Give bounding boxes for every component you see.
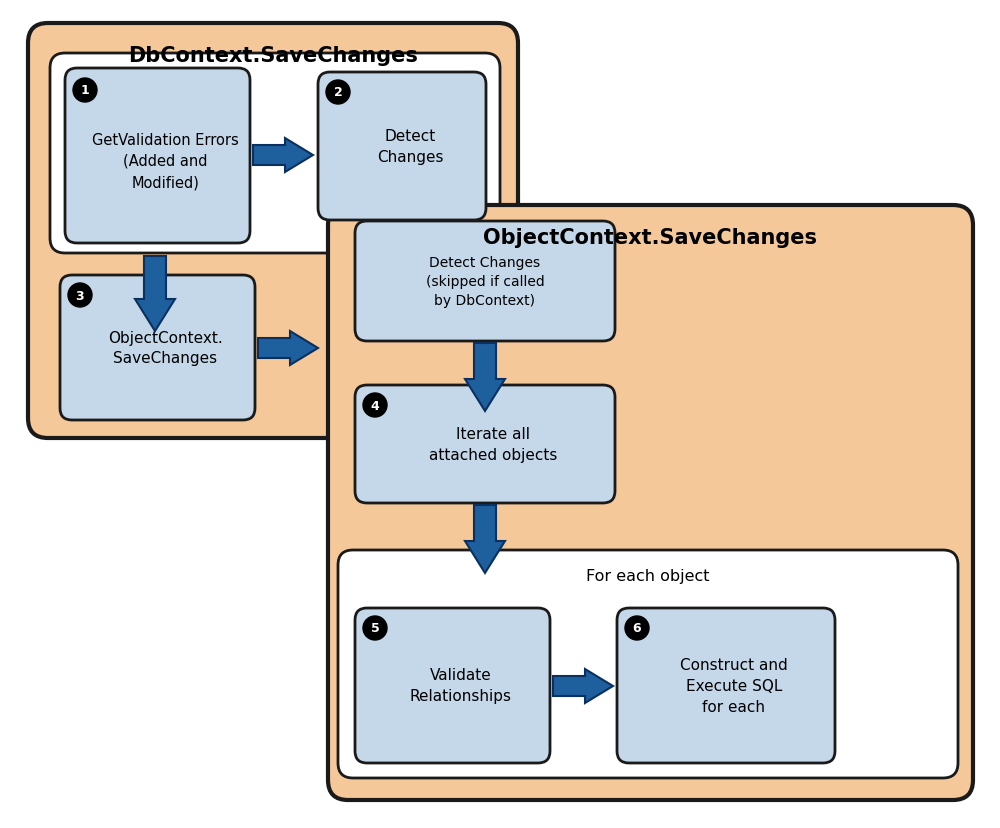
FancyBboxPatch shape <box>355 222 615 342</box>
Polygon shape <box>258 331 318 365</box>
FancyBboxPatch shape <box>60 276 255 421</box>
Polygon shape <box>253 139 313 173</box>
Polygon shape <box>553 669 613 703</box>
Text: GetValidation Errors
(Added and
Modified): GetValidation Errors (Added and Modified… <box>92 132 239 190</box>
FancyBboxPatch shape <box>355 609 550 763</box>
Text: 4: 4 <box>371 399 379 412</box>
Text: 1: 1 <box>81 84 89 98</box>
Text: 5: 5 <box>371 622 379 635</box>
Text: Iterate all
attached objects: Iterate all attached objects <box>429 426 557 463</box>
Text: Detect Changes
(skipped if called
by DbContext): Detect Changes (skipped if called by DbC… <box>426 255 544 308</box>
Text: 2: 2 <box>334 86 342 99</box>
Text: Detect
Changes: Detect Changes <box>377 129 443 165</box>
Circle shape <box>625 616 649 640</box>
Text: ObjectContext.SaveChanges: ObjectContext.SaveChanges <box>484 228 818 248</box>
Circle shape <box>326 81 350 105</box>
FancyBboxPatch shape <box>318 73 486 221</box>
Text: Validate
Relationships: Validate Relationships <box>410 667 512 704</box>
Circle shape <box>363 393 387 417</box>
Text: DbContext.SaveChanges: DbContext.SaveChanges <box>128 46 418 66</box>
Polygon shape <box>135 257 175 331</box>
Polygon shape <box>465 505 505 573</box>
Polygon shape <box>465 344 505 412</box>
Text: Construct and
Execute SQL
for each: Construct and Execute SQL for each <box>680 657 788 714</box>
FancyBboxPatch shape <box>65 69 250 243</box>
FancyBboxPatch shape <box>355 386 615 503</box>
FancyBboxPatch shape <box>617 609 835 763</box>
FancyBboxPatch shape <box>50 54 500 253</box>
FancyBboxPatch shape <box>338 551 958 778</box>
FancyBboxPatch shape <box>328 205 973 800</box>
Circle shape <box>68 284 92 308</box>
Circle shape <box>73 79 97 103</box>
FancyBboxPatch shape <box>28 24 518 439</box>
Text: For each object: For each object <box>586 568 710 583</box>
Text: 3: 3 <box>76 289 84 302</box>
Text: 6: 6 <box>633 622 641 635</box>
Text: ObjectContext.
SaveChanges: ObjectContext. SaveChanges <box>108 330 223 366</box>
Circle shape <box>363 616 387 640</box>
